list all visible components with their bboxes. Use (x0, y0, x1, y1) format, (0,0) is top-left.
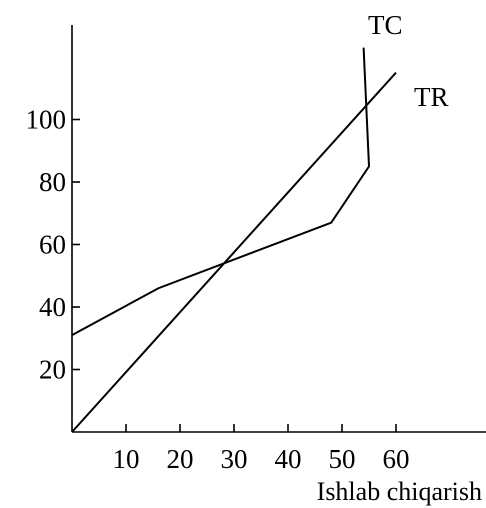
y-tick-label: 60 (39, 230, 66, 260)
x-axis-label: Ishlab chiqarish (317, 477, 482, 506)
series-line-tr (71, 71, 397, 433)
x-tick-label: 10 (113, 444, 140, 474)
y-tick-label: 100 (26, 105, 67, 135)
series-label-tc: TC (368, 10, 403, 40)
y-tick-label: 20 (39, 355, 66, 385)
series-label-tr: TR (414, 82, 449, 112)
series-line-tc (71, 47, 371, 337)
y-tick-label: 40 (39, 292, 66, 322)
ticks: 10 20 30 40 50 60 20 40 60 80 100 (26, 105, 410, 475)
x-tick-label: 60 (383, 444, 410, 474)
x-tick-label: 50 (329, 444, 356, 474)
y-tick-label: 80 (39, 167, 66, 197)
x-tick-label: 20 (167, 444, 194, 474)
x-tick-label: 40 (275, 444, 302, 474)
x-tick-label: 30 (221, 444, 248, 474)
series-lines (71, 47, 397, 433)
